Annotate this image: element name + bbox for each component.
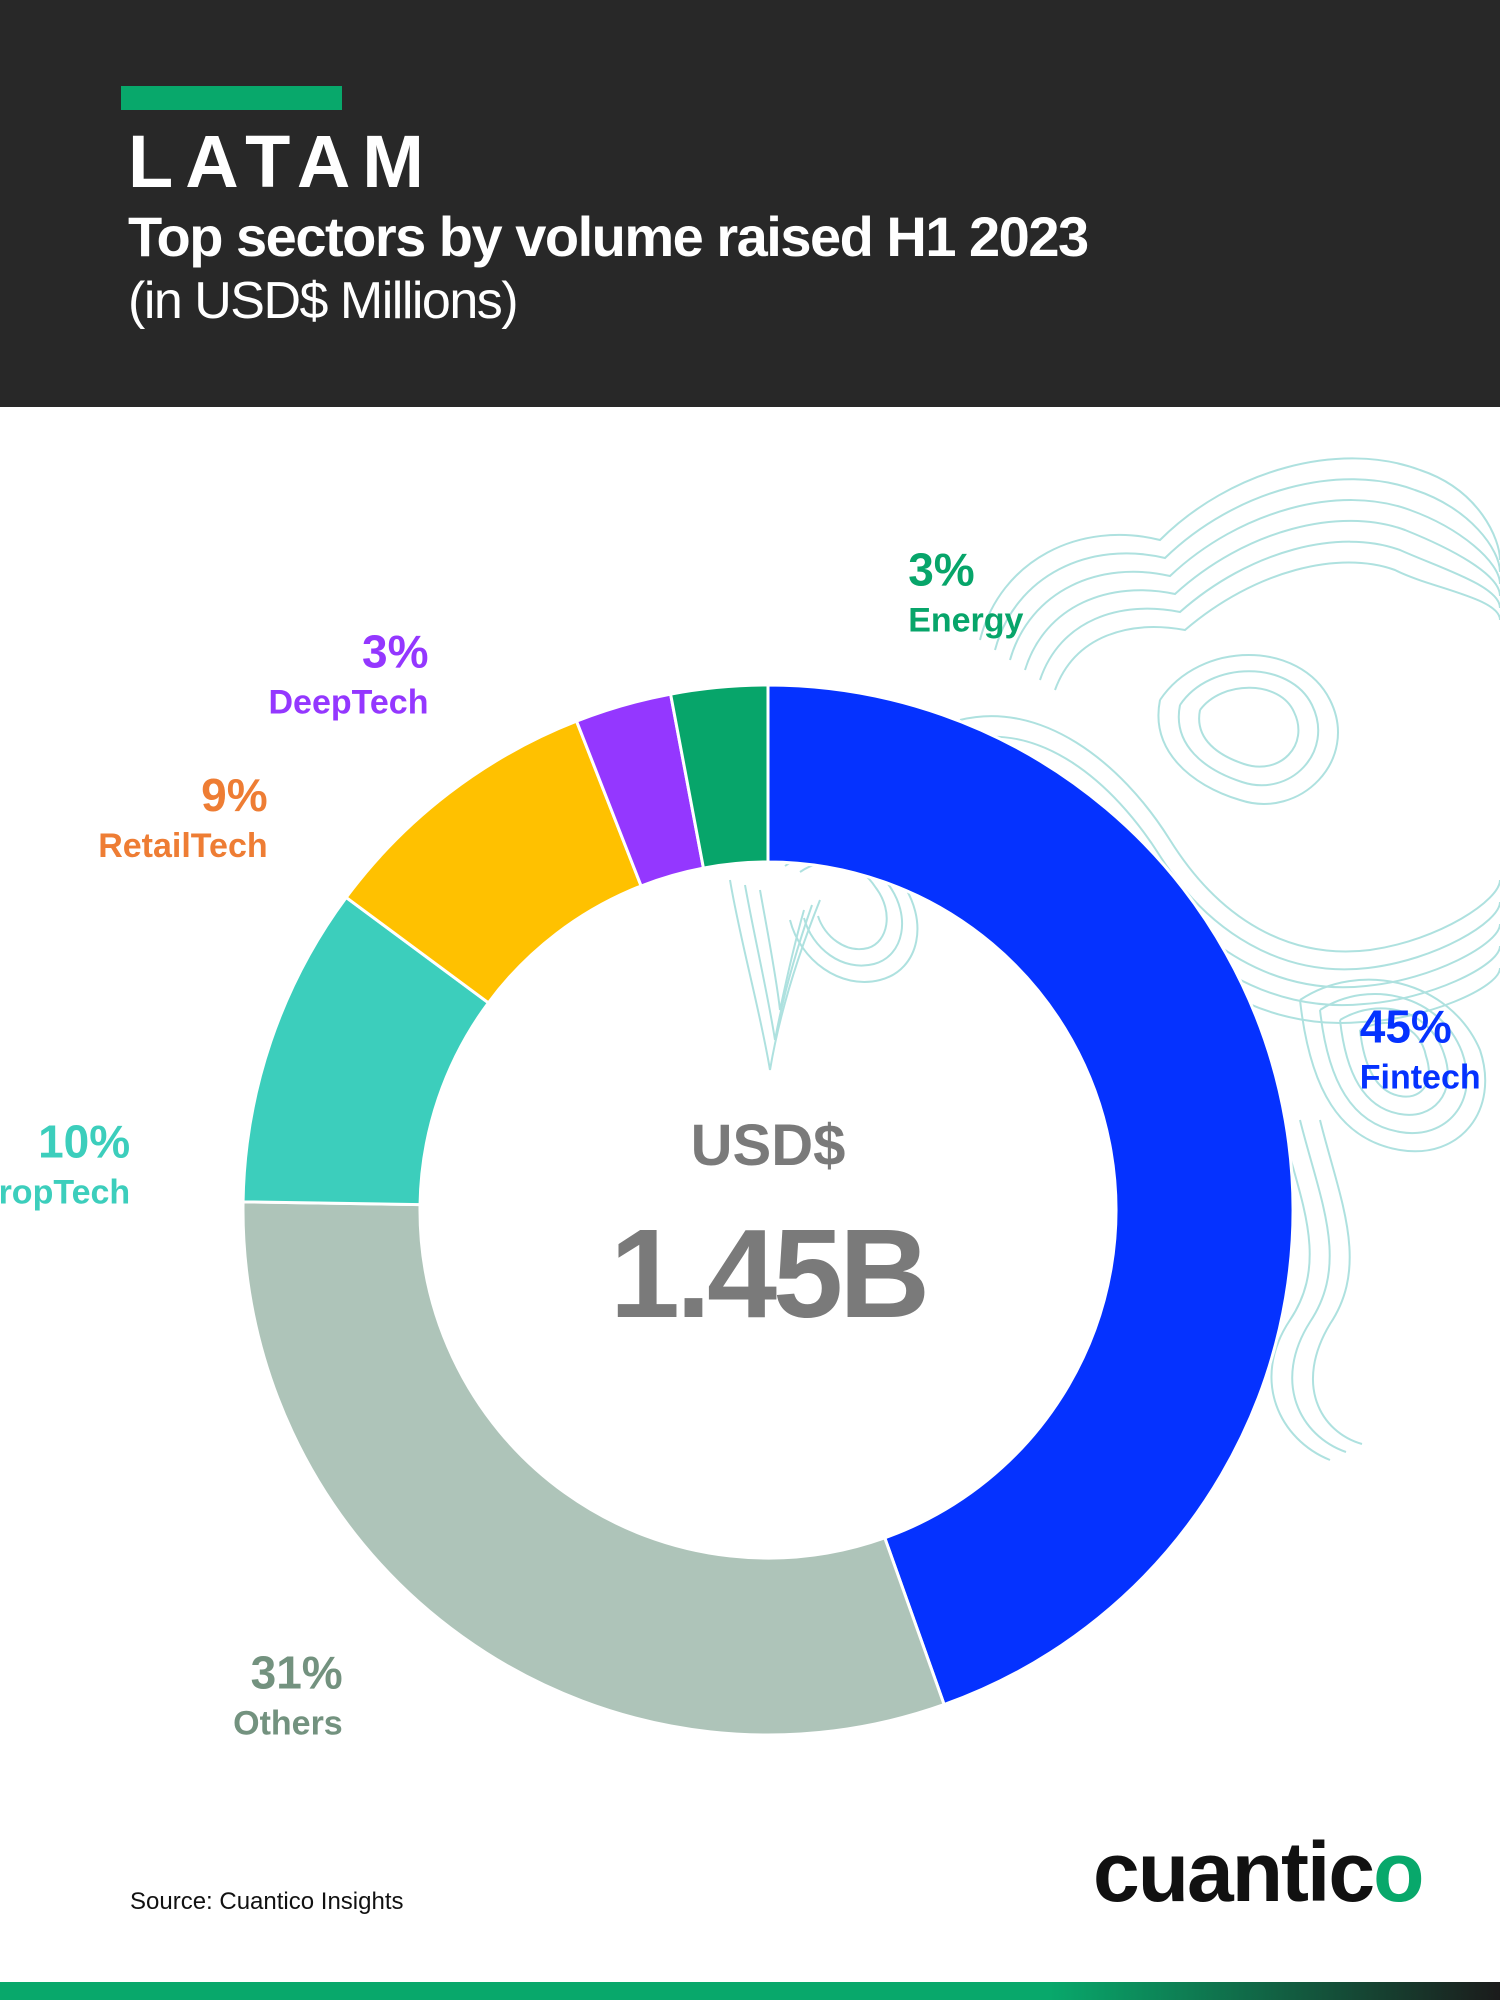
bottom-accent-bar	[0, 1982, 1500, 2000]
cuantico-logo: cuantico	[1093, 1822, 1424, 1922]
donut-slices	[241, 683, 1295, 1737]
slice-name-label-deeptech: DeepTech	[268, 683, 428, 721]
slice-pct-label-others: 31%	[251, 1646, 343, 1698]
slice-name-label-retailtech: RetailTech	[98, 827, 267, 865]
slice-name-label-proptech: PropTech	[0, 1173, 130, 1211]
slice-pct-label-retailtech: 9%	[201, 769, 267, 821]
slice-pct-label-deeptech: 3%	[362, 625, 428, 677]
logo-wordmark: cuantic	[1093, 1825, 1375, 1919]
donut-chart: 45% Fintech 31% Others 10% PropTech 9% RetailTe…	[0, 457, 1500, 1743]
total-value: 1.45B	[610, 1203, 926, 1344]
slice-name-label-others: Others	[233, 1704, 343, 1742]
slice-labels: 45% Fintech 31% Others 10% PropTech 9% RetailTe…	[0, 544, 1481, 1743]
slice-pct-label-fintech: 45%	[1360, 1001, 1452, 1053]
header-accent-bar	[121, 86, 342, 110]
source-note: Source: Cuantico Insights	[130, 1888, 404, 1915]
slice-name-label-energy: Energy	[908, 602, 1023, 640]
slice-pct-label-proptech: 10%	[38, 1115, 130, 1167]
total-currency-label: USD$	[691, 1113, 846, 1178]
slice-energy	[668, 683, 770, 870]
header-band: LATAM Top sectors by volume raised H1 20…	[0, 0, 1500, 407]
chart-subtitle: (in USD$ Millions)	[128, 272, 519, 330]
slice-fintech	[766, 683, 1295, 1707]
slice-name-label-fintech: Fintech	[1360, 1059, 1481, 1097]
slice-pct-label-energy: 3%	[908, 544, 974, 596]
region-kicker: LATAM	[128, 120, 436, 203]
logo-accent-letter: o	[1373, 1825, 1424, 1919]
chart-title: Top sectors by volume raised H1 2023	[128, 205, 1089, 268]
slice-others	[241, 1200, 947, 1737]
